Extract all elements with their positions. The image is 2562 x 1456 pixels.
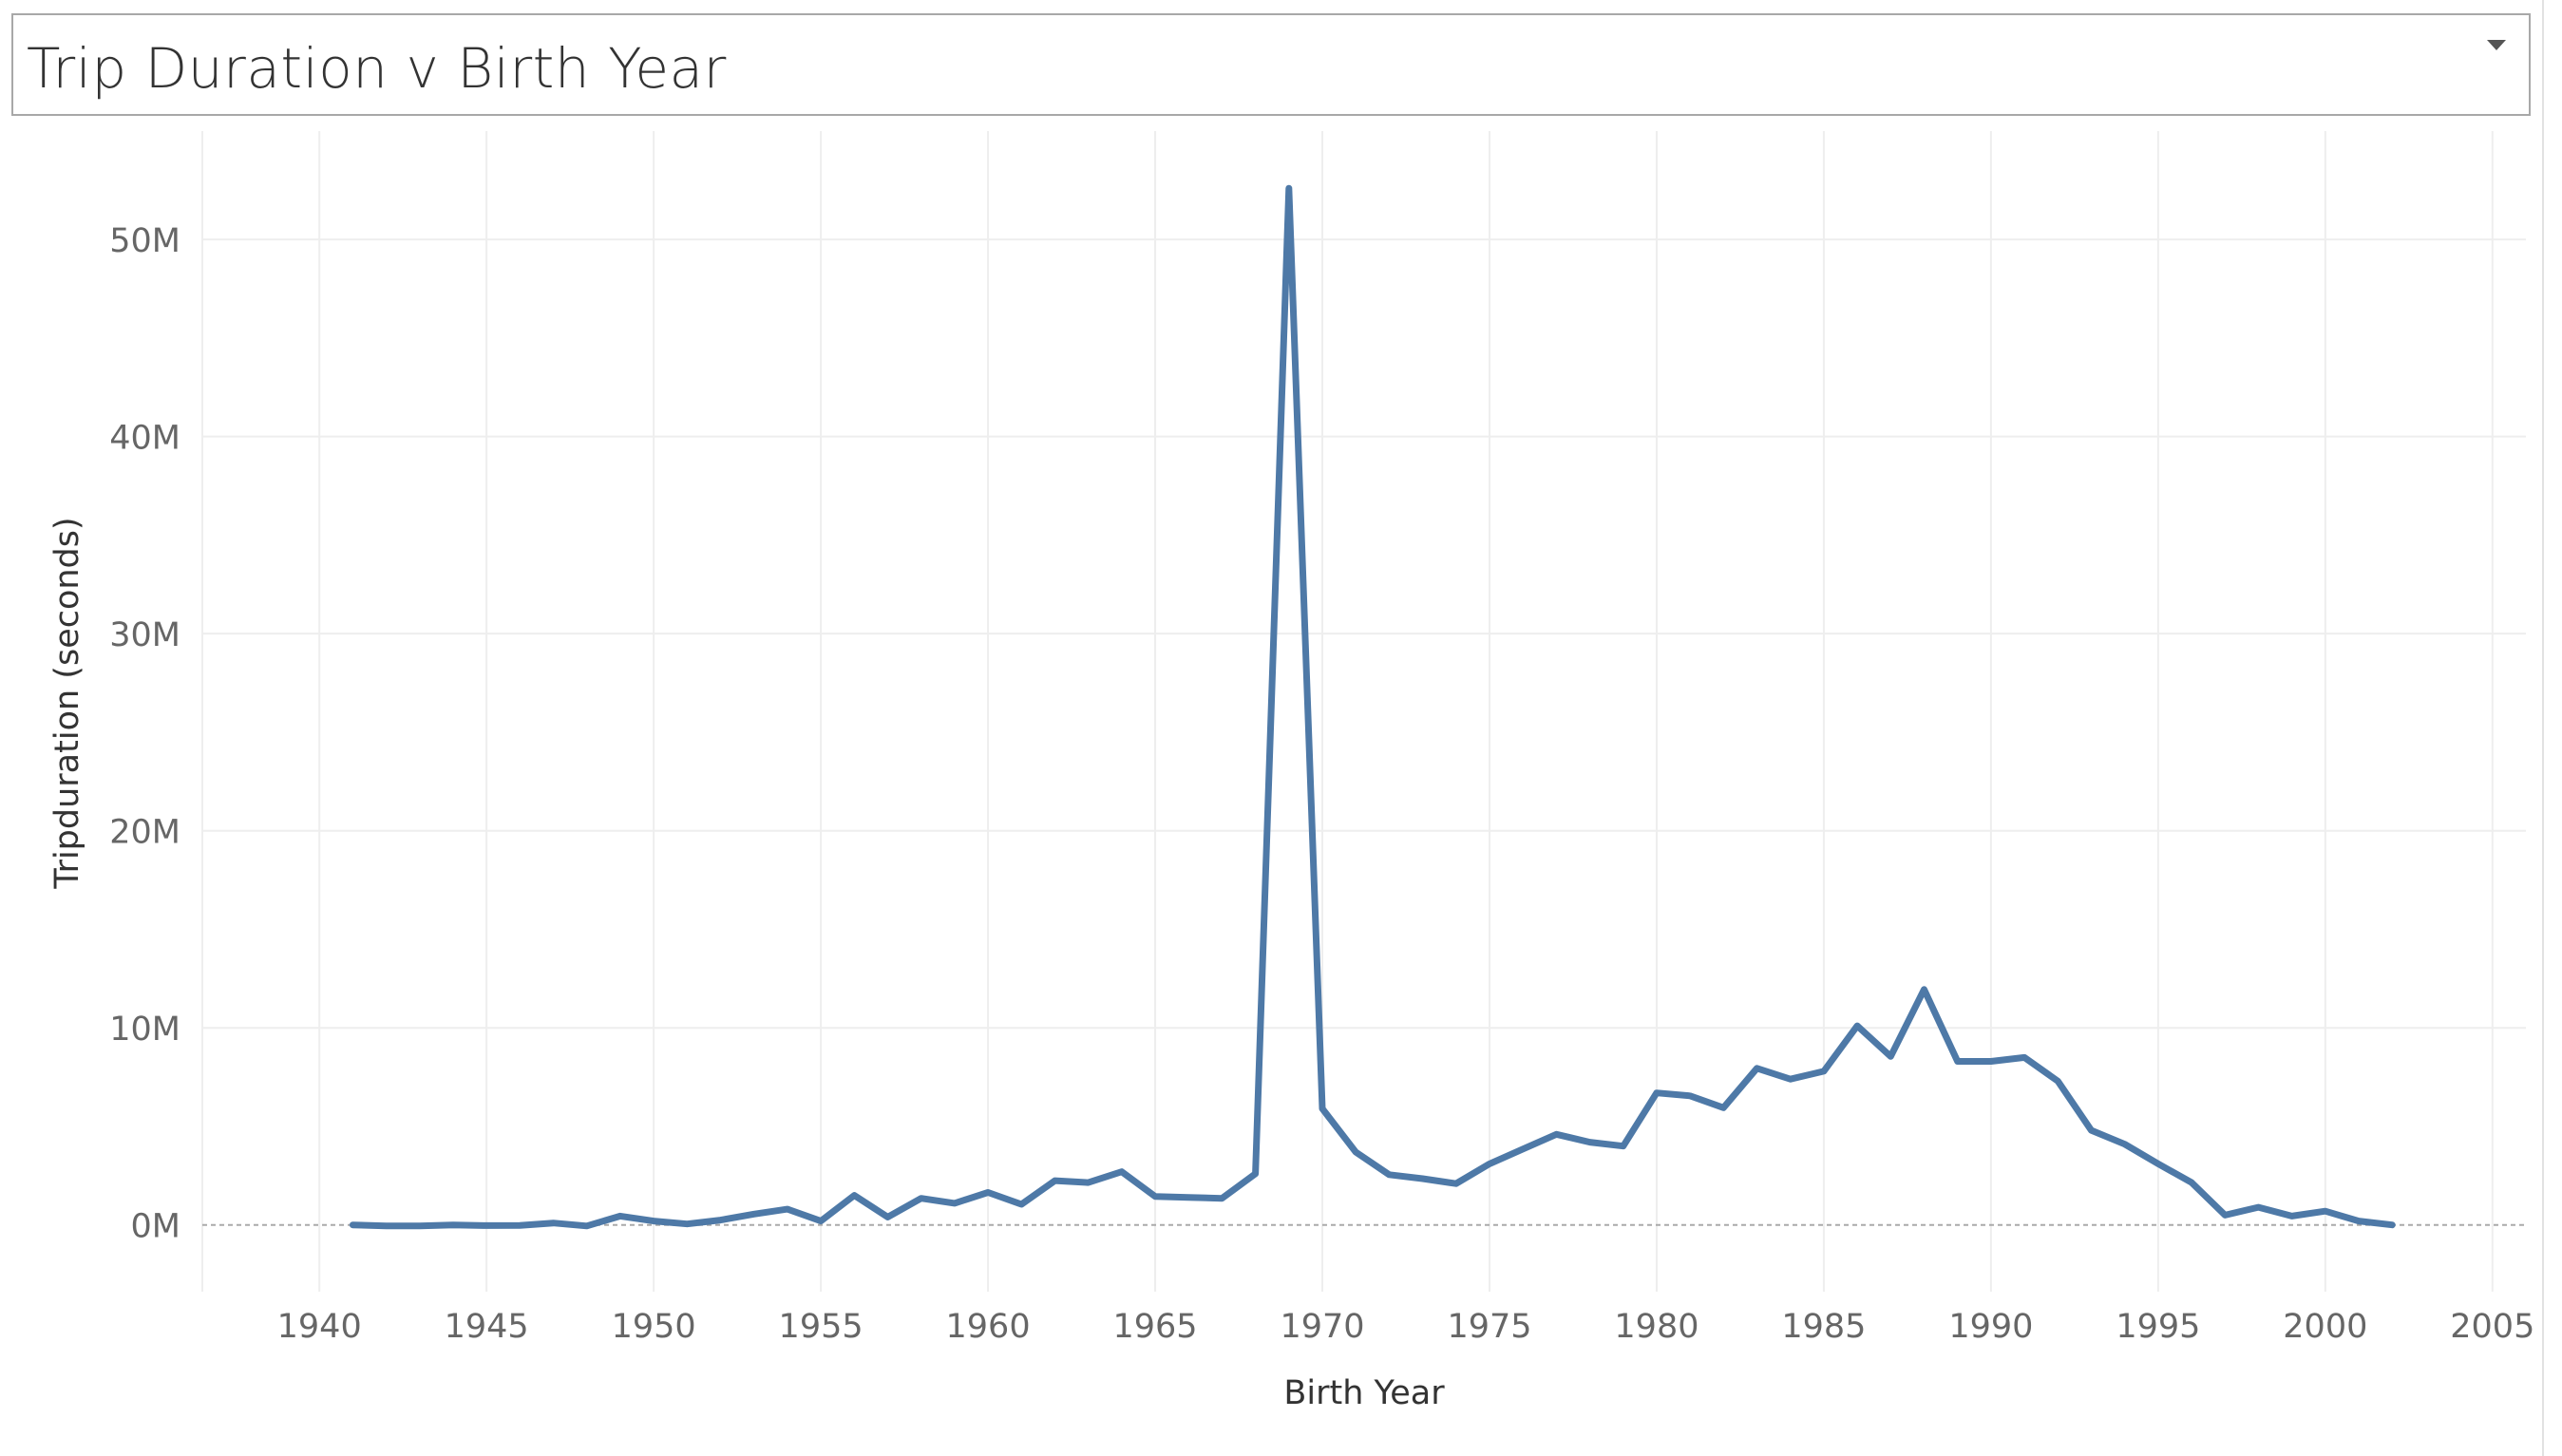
y-axis-title: Tripduration (seconds) bbox=[48, 517, 86, 889]
series-line bbox=[349, 184, 2396, 1230]
x-tick-label: 1940 bbox=[277, 1308, 362, 1346]
x-tick-label: 1965 bbox=[1112, 1308, 1197, 1346]
x-tick-label: 1975 bbox=[1447, 1308, 1531, 1346]
title-bar: Trip Duration v Birth Year bbox=[11, 13, 2531, 116]
x-tick-label: 2005 bbox=[2450, 1308, 2534, 1346]
x-tick-label: 1960 bbox=[946, 1308, 1031, 1346]
y-tick-label: 0M bbox=[131, 1208, 180, 1246]
y-tick-label: 50M bbox=[109, 222, 180, 260]
y-gridlines bbox=[201, 131, 2526, 1292]
y-tick-labels: 0M 10M 20M 30M 40M 50M bbox=[109, 222, 180, 1246]
x-tick-labels: 1940 1945 1950 1955 1960 1965 1970 1975 1980 1985… bbox=[277, 1308, 2535, 1346]
y-tick-label: 40M bbox=[109, 420, 180, 458]
pane-divider bbox=[2542, 0, 2544, 1456]
x-tick-label: 1995 bbox=[2116, 1308, 2200, 1346]
chart-title: Trip Duration v Birth Year bbox=[27, 36, 727, 101]
chevron-down-icon[interactable] bbox=[2487, 40, 2506, 50]
x-tick-label: 2000 bbox=[2283, 1308, 2367, 1346]
x-tick-label: 1980 bbox=[1614, 1308, 1699, 1346]
x-tick-label: 1970 bbox=[1280, 1308, 1364, 1346]
x-tick-label: 1950 bbox=[612, 1308, 696, 1346]
x-gridlines bbox=[318, 131, 2494, 1292]
x-tick-label: 1985 bbox=[1781, 1308, 1866, 1346]
x-tick-label: 1945 bbox=[445, 1308, 529, 1346]
x-tick-label: 1955 bbox=[779, 1308, 863, 1346]
y-tick-label: 20M bbox=[109, 814, 180, 852]
x-axis-title: Birth Year bbox=[1283, 1374, 1445, 1412]
y-tick-label: 10M bbox=[109, 1011, 180, 1049]
x-tick-label: 1990 bbox=[1948, 1308, 2033, 1346]
y-tick-label: 30M bbox=[109, 616, 180, 654]
